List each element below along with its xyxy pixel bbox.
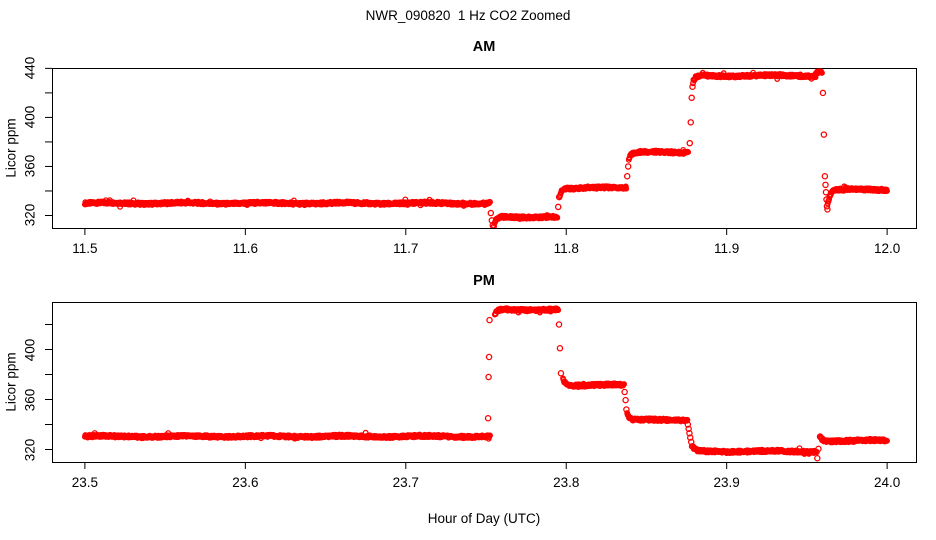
am-y-tick-label: 440 <box>22 57 38 80</box>
am-x-tick-label: 12.0 <box>873 241 901 256</box>
pm-y-axis-label: Licor ppm <box>3 352 19 412</box>
am-y-tick-label: 400 <box>22 106 38 129</box>
am-y-axis-label: Licor ppm <box>3 118 19 178</box>
am-panel-title: AM <box>472 39 496 55</box>
pm-y-tick-label: 360 <box>22 388 38 411</box>
pm-x-tick-label: 24.0 <box>873 475 901 490</box>
x-axis-label: Hour of Day (UTC) <box>427 511 541 526</box>
pm-y-tick-label: 400 <box>22 338 38 361</box>
pm-panel-title: PM <box>473 273 495 289</box>
pm-x-tick-label: 23.6 <box>232 475 259 490</box>
am-x-tick-label: 11.7 <box>393 241 419 256</box>
am-x-tick-label: 11.5 <box>72 241 98 256</box>
pm-x-tick-label: 23.7 <box>392 475 419 490</box>
am-x-tick-label: 11.6 <box>232 241 258 256</box>
pm-x-tick-label: 23.9 <box>713 475 740 490</box>
am-y-tick-label: 320 <box>22 204 38 227</box>
am-x-tick-label: 11.8 <box>553 241 579 256</box>
pm-x-tick-label: 23.8 <box>553 475 580 490</box>
am-y-tick-label: 360 <box>22 155 38 178</box>
am-x-tick-label: 11.9 <box>714 241 740 256</box>
figure-title: NWR_090820 1 Hz CO2 Zoomed <box>365 8 571 23</box>
pm-x-tick-label: 23.5 <box>71 475 99 490</box>
pm-y-tick-label: 320 <box>22 438 38 461</box>
